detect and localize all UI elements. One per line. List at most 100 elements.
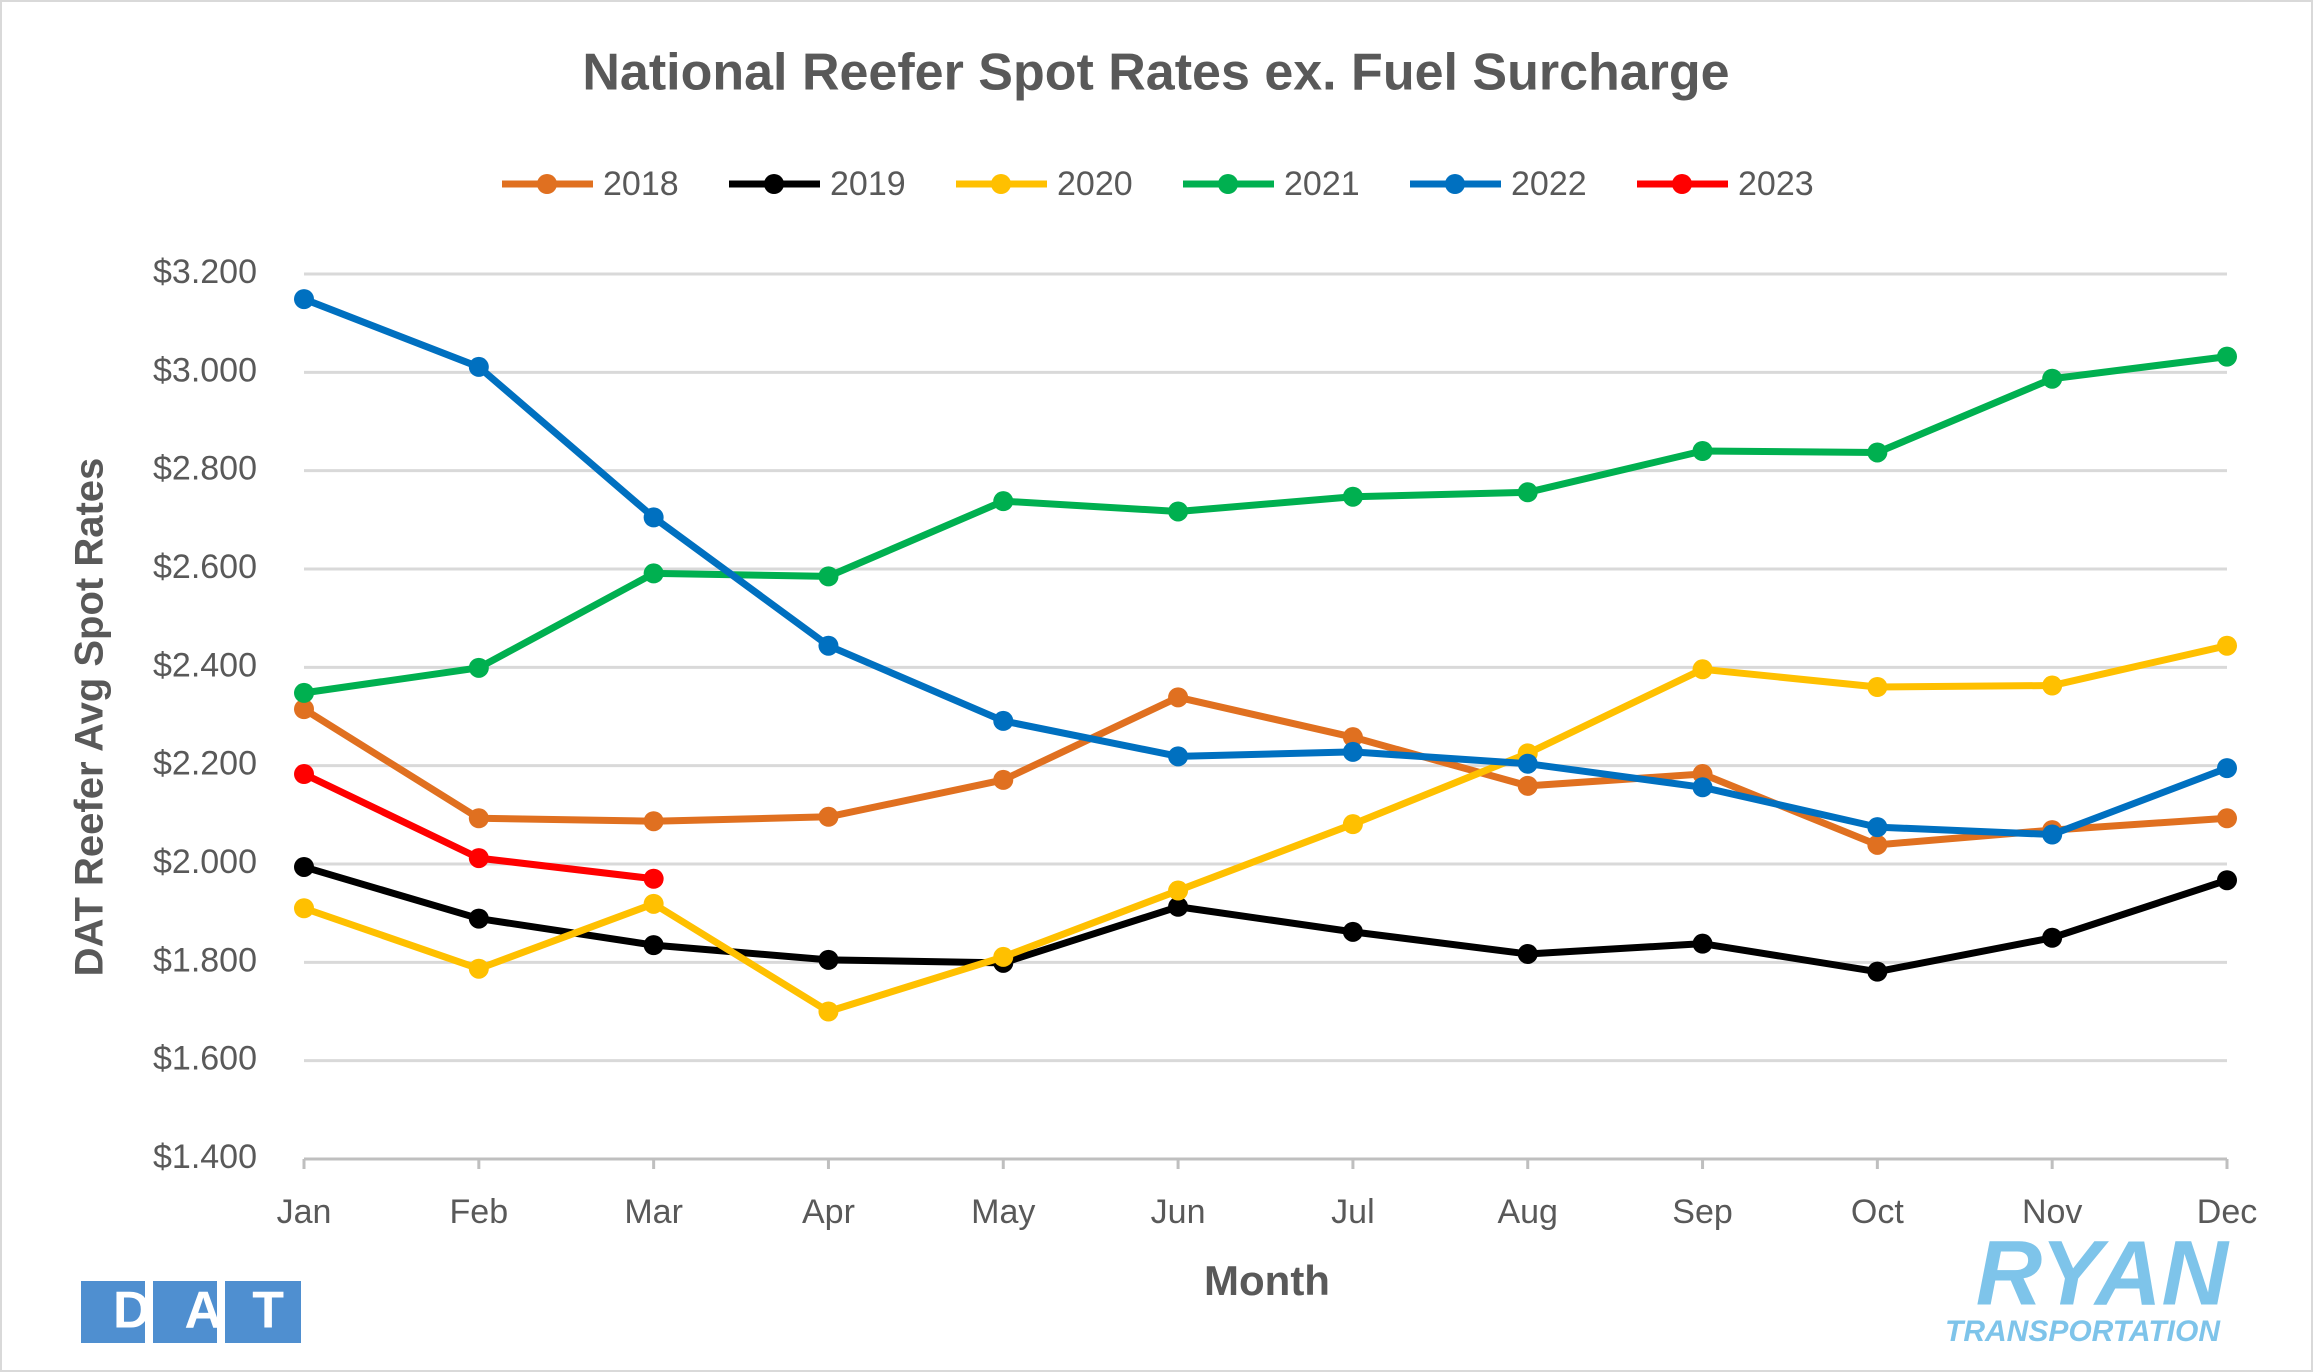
data-point bbox=[1168, 746, 1189, 767]
data-point bbox=[818, 566, 839, 587]
data-point bbox=[2042, 675, 2063, 696]
data-point bbox=[993, 710, 1014, 731]
x-tick-label: Aug bbox=[1497, 1193, 1558, 1231]
data-point bbox=[468, 958, 489, 979]
data-point bbox=[643, 811, 664, 832]
data-point bbox=[1168, 880, 1189, 901]
logo-text: DAT bbox=[113, 1282, 318, 1340]
legend-label: 2022 bbox=[1511, 165, 1587, 203]
y-tick-label: $3.000 bbox=[153, 351, 257, 389]
chart-title: National Reefer Spot Rates ex. Fuel Surc… bbox=[582, 44, 1729, 102]
data-point bbox=[643, 935, 664, 956]
x-tick-label: Oct bbox=[1851, 1193, 1904, 1231]
data-point bbox=[643, 507, 664, 528]
logo-subtext: TRANSPORTATION bbox=[1945, 1315, 2221, 1348]
data-point bbox=[1867, 817, 1888, 838]
legend-marker bbox=[1218, 174, 1238, 194]
y-axis-title: DAT Reefer Avg Spot Rates bbox=[68, 458, 112, 977]
data-point bbox=[1517, 482, 1538, 503]
data-point bbox=[818, 806, 839, 827]
x-tick-label: Jun bbox=[1151, 1193, 1206, 1231]
data-point bbox=[1342, 727, 1363, 748]
data-point bbox=[993, 946, 1014, 967]
y-tick-label: $2.000 bbox=[153, 843, 257, 881]
data-point bbox=[468, 356, 489, 377]
legend-label: 2023 bbox=[1738, 165, 1814, 203]
data-point bbox=[1692, 441, 1713, 461]
data-point bbox=[468, 908, 489, 929]
data-point bbox=[1867, 677, 1888, 697]
data-point bbox=[1342, 486, 1363, 507]
x-axis-title: Month bbox=[1204, 1257, 1330, 1304]
data-point bbox=[1517, 753, 1538, 774]
legend-label: 2019 bbox=[830, 165, 906, 203]
data-point bbox=[1168, 501, 1189, 522]
data-point bbox=[294, 699, 314, 720]
data-point bbox=[643, 868, 664, 889]
data-point bbox=[468, 808, 489, 829]
data-point bbox=[1168, 896, 1189, 917]
data-point bbox=[993, 491, 1014, 512]
data-point bbox=[294, 764, 314, 785]
series-line bbox=[302, 295, 2229, 838]
data-point bbox=[993, 769, 1014, 790]
data-point bbox=[1342, 741, 1363, 762]
data-point bbox=[643, 563, 664, 584]
data-point bbox=[1692, 777, 1713, 798]
legend-marker bbox=[537, 174, 557, 194]
legend-marker bbox=[991, 174, 1011, 194]
x-tick-label: Feb bbox=[450, 1193, 509, 1231]
x-tick-label: Dec bbox=[2197, 1193, 2257, 1231]
x-tick-label: May bbox=[971, 1193, 1035, 1231]
data-point bbox=[1867, 442, 1888, 463]
data-point bbox=[1517, 775, 1538, 796]
data-point bbox=[2042, 927, 2063, 948]
data-point bbox=[1342, 814, 1363, 835]
y-tick-label: $2.600 bbox=[153, 548, 257, 586]
legend-label: 2021 bbox=[1284, 165, 1360, 203]
y-tick-label: $1.600 bbox=[153, 1040, 257, 1078]
data-point bbox=[1517, 943, 1538, 964]
data-point bbox=[2217, 346, 2237, 367]
logo-box bbox=[153, 1281, 217, 1343]
legend-label: 2020 bbox=[1057, 165, 1133, 203]
legend-marker bbox=[1672, 174, 1692, 194]
logo-text: RYAN bbox=[1976, 1222, 2231, 1324]
series-line bbox=[303, 863, 2229, 976]
y-tick-label: $2.200 bbox=[153, 745, 257, 783]
data-point bbox=[2217, 870, 2237, 891]
y-tick-label: $2.800 bbox=[153, 450, 257, 488]
x-tick-label: Mar bbox=[624, 1193, 683, 1231]
x-tick-label: Jul bbox=[1331, 1193, 1374, 1231]
data-point bbox=[2217, 758, 2237, 779]
data-point bbox=[294, 856, 314, 877]
y-tick-label: $1.800 bbox=[153, 941, 257, 979]
data-point bbox=[643, 893, 664, 914]
data-point bbox=[2042, 368, 2063, 389]
data-point bbox=[1342, 921, 1363, 942]
data-point bbox=[1867, 834, 1888, 855]
series-line bbox=[303, 353, 2228, 697]
data-point bbox=[1867, 961, 1888, 982]
legend-marker bbox=[764, 174, 784, 194]
logo-box bbox=[225, 1281, 301, 1343]
series-line bbox=[302, 693, 2228, 849]
x-tick-label: Jan bbox=[277, 1193, 332, 1231]
data-point bbox=[2217, 635, 2237, 656]
legend-marker bbox=[1445, 174, 1465, 194]
data-point bbox=[2042, 824, 2063, 845]
data-point bbox=[818, 1001, 839, 1022]
dat-logo: DAT bbox=[81, 1281, 318, 1343]
series-line bbox=[302, 642, 2228, 1015]
logo-box bbox=[81, 1281, 145, 1343]
data-point bbox=[1692, 659, 1713, 680]
x-tick-label: Sep bbox=[1672, 1193, 1733, 1231]
data-point bbox=[294, 898, 314, 919]
data-point bbox=[1168, 687, 1189, 708]
y-tick-label: $2.400 bbox=[153, 646, 257, 684]
y-tick-label: $3.200 bbox=[153, 253, 257, 291]
y-tick-label: $1.400 bbox=[153, 1138, 257, 1176]
legend-label: 2018 bbox=[603, 165, 679, 203]
